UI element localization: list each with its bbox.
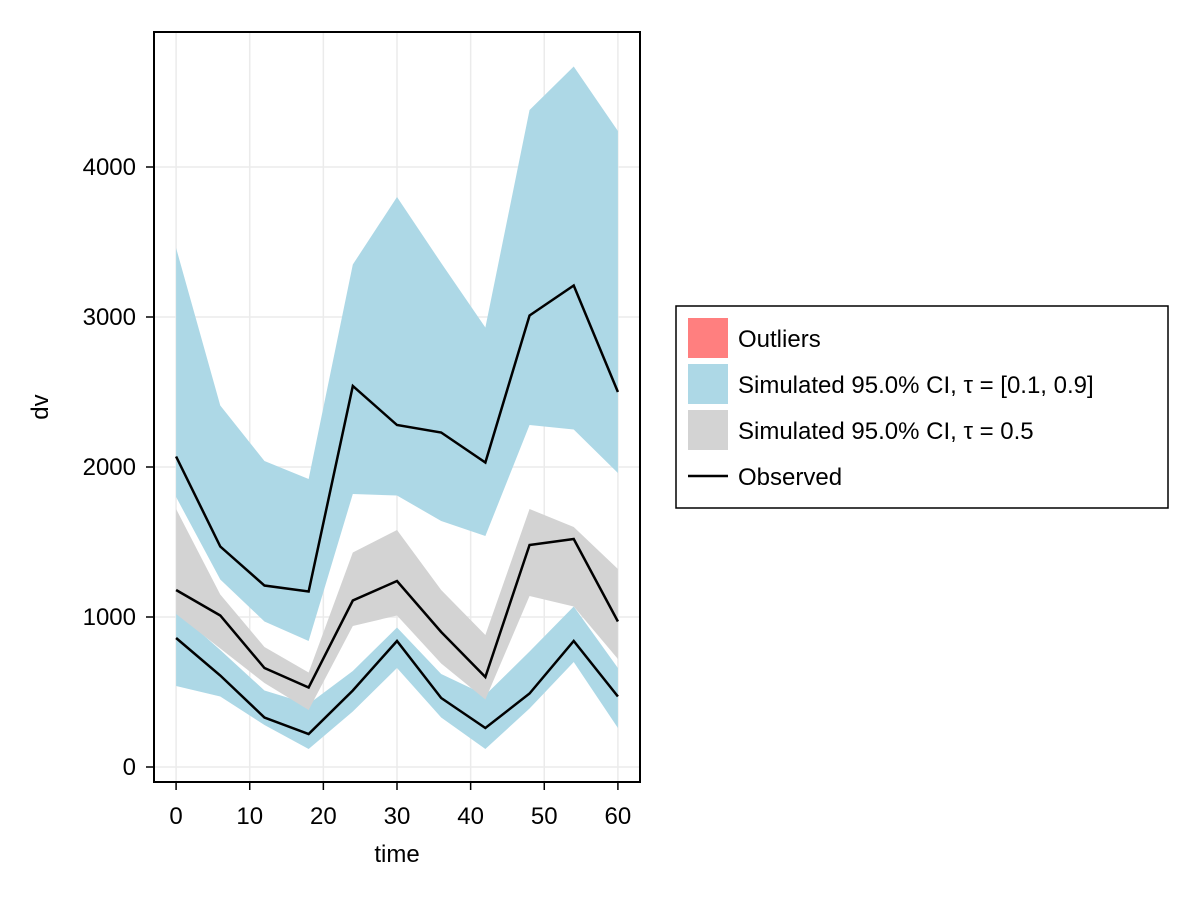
observed-line-2: [175, 637, 619, 736]
line-layer: [174, 283, 620, 736]
x-tick-label-2: 20: [310, 803, 337, 830]
ci-band-0: [176, 66, 618, 641]
legend-swatch-outliers: [688, 318, 728, 358]
legend-swatch-ci-outer: [688, 364, 728, 404]
band-layer: [176, 66, 618, 749]
legend-label-outliers: Outliers: [738, 326, 821, 353]
ci-band-2: [176, 509, 618, 710]
x-tick-label-3: 30: [384, 803, 411, 830]
x-axis-title: time: [374, 841, 419, 868]
observed-line-1: [175, 537, 620, 690]
ci-band-1: [176, 606, 618, 749]
y-tick-label-4: 4000: [83, 154, 136, 181]
x-tick-label-0: 0: [169, 803, 182, 830]
legend-label-ci-median: Simulated 95.0% CI, τ = 0.5: [738, 418, 1034, 445]
tick-layer: 0 10 20 30 40 50 60 0 1000 2000 3000 4000: [83, 154, 632, 830]
legend: Outliers Simulated 95.0% CI, τ = [0.1, 0…: [675, 305, 1169, 509]
y-tick-label-3: 3000: [83, 304, 136, 331]
y-tick-label-2: 2000: [83, 454, 136, 481]
legend-label-observed: Observed: [738, 464, 842, 491]
legend-frame: [675, 305, 1169, 509]
legend-label-ci-outer: Simulated 95.0% CI, τ = [0.1, 0.9]: [738, 372, 1094, 399]
x-tick-label-6: 60: [605, 803, 632, 830]
x-tick-label-4: 40: [457, 803, 484, 830]
x-tick-label-1: 10: [236, 803, 263, 830]
y-axis-title: dv: [27, 394, 54, 419]
observed-line-0: [174, 283, 620, 593]
legend-swatch-ci-median: [688, 410, 728, 450]
x-tick-label-5: 50: [531, 803, 558, 830]
y-tick-label-1: 1000: [83, 604, 136, 631]
y-tick-label-0: 0: [123, 754, 136, 781]
